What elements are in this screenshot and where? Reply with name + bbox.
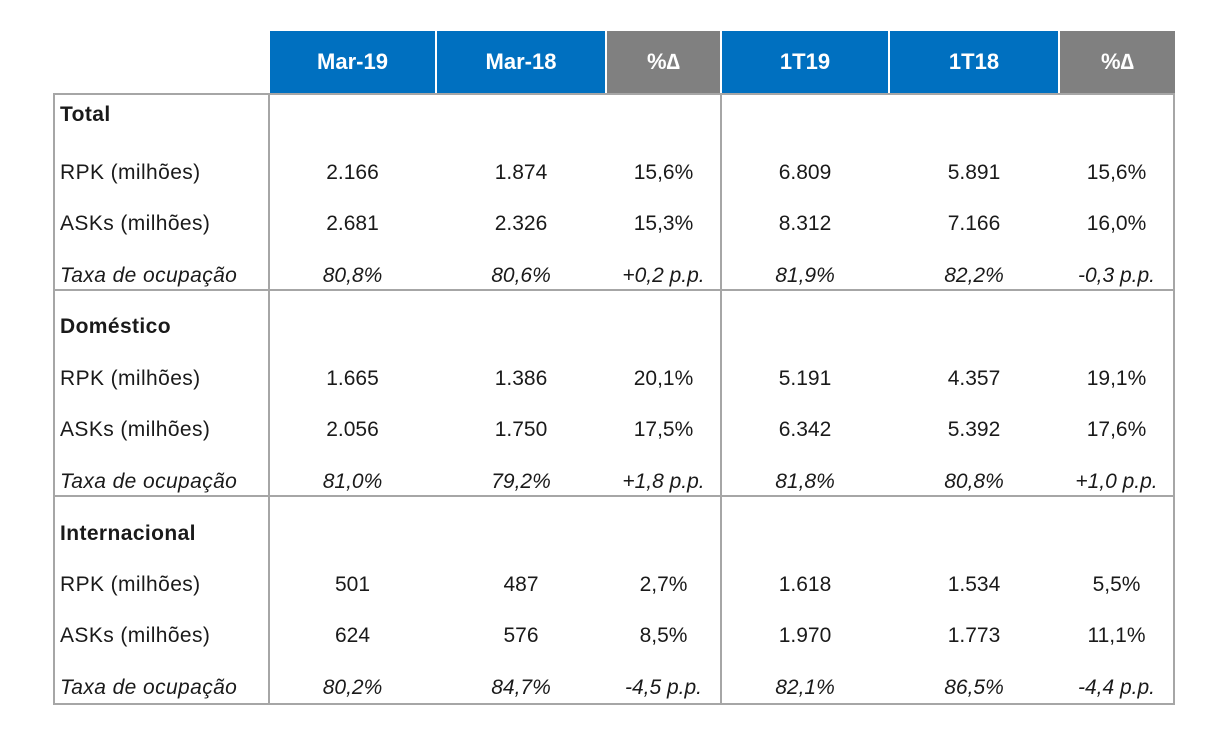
cell-1t19: 6.342 xyxy=(778,418,832,441)
header-mar-19: Mar-19 xyxy=(270,31,435,93)
cell-1t18: 86,5% xyxy=(944,676,1004,699)
table-frame xyxy=(53,93,1175,705)
table-row: ASKs (milhões) 2.056 1.750 17,5% 6.342 5… xyxy=(0,415,1215,445)
cell-pct-quarter: 11,1% xyxy=(1087,624,1146,647)
cell-1t18: 80,8% xyxy=(944,470,1004,493)
row-label: RPK (milhões) xyxy=(60,367,201,390)
cell-mar-19: 80,2% xyxy=(322,676,383,699)
table-row: Taxa de ocupação 80,2% 84,7% -4,5 p.p. 8… xyxy=(0,673,1215,703)
table-row: RPK (milhões) 1.665 1.386 20,1% 5.191 4.… xyxy=(0,364,1215,394)
cell-mar-19: 1.665 xyxy=(326,367,379,390)
section-title-internacional: Internacional xyxy=(60,522,196,545)
divider-quarter-group xyxy=(720,93,722,705)
divider-after-total xyxy=(53,289,1175,291)
cell-1t18: 1.773 xyxy=(947,624,1001,647)
header-1t19: 1T19 xyxy=(722,31,888,93)
header-mar-18: Mar-18 xyxy=(437,31,605,93)
cell-pct-month: 2,7% xyxy=(639,573,688,596)
header-1t18: 1T18 xyxy=(890,31,1058,93)
cell-mar-18: 84,7% xyxy=(491,676,551,699)
cell-1t18: 1.534 xyxy=(947,573,1001,596)
cell-1t19: 81,9% xyxy=(775,264,835,287)
cell-pct-quarter: 15,6% xyxy=(1086,161,1147,184)
cell-1t18: 5.891 xyxy=(947,161,1001,184)
cell-pct-month: +1,8 p.p. xyxy=(622,470,705,493)
cell-pct-quarter: +1,0 p.p. xyxy=(1075,470,1158,493)
header-pct-change-month: %∆ xyxy=(607,31,720,93)
section-title-domestico-row: Doméstico xyxy=(0,312,1215,342)
table-row: RPK (milhões) 501 487 2,7% 1.618 1.534 5… xyxy=(0,570,1215,600)
cell-1t18: 4.357 xyxy=(947,367,1001,390)
cell-1t19: 6.809 xyxy=(778,161,832,184)
cell-mar-19: 624 xyxy=(334,624,371,647)
cell-pct-quarter: -0,3 p.p. xyxy=(1077,264,1156,287)
row-label: Taxa de ocupação xyxy=(60,676,238,699)
cell-mar-18: 576 xyxy=(503,624,539,647)
row-label: Taxa de ocupação xyxy=(60,264,238,287)
section-title-internacional-row: Internacional xyxy=(0,519,1215,549)
cell-pct-month: 17,5% xyxy=(633,418,694,441)
table-row: ASKs (milhões) 624 576 8,5% 1.970 1.773 … xyxy=(0,621,1215,651)
table-row: Taxa de ocupação 81,0% 79,2% +1,8 p.p. 8… xyxy=(0,467,1215,497)
table-row: ASKs (milhões) 2.681 2.326 15,3% 8.312 7… xyxy=(0,209,1215,239)
cell-1t19: 1.618 xyxy=(778,573,832,596)
section-title-domestico: Doméstico xyxy=(60,315,171,338)
table-row: RPK (milhões) 2.166 1.874 15,6% 6.809 5.… xyxy=(0,158,1215,188)
cell-mar-19: 2.166 xyxy=(326,161,379,184)
cell-mar-18: 1.750 xyxy=(494,418,548,441)
cell-mar-18: 487 xyxy=(503,573,539,596)
cell-1t19: 82,1% xyxy=(775,676,835,699)
cell-mar-19: 501 xyxy=(334,573,371,596)
cell-pct-month: 20,1% xyxy=(633,367,694,390)
cell-pct-quarter: 19,1% xyxy=(1086,367,1147,390)
cell-mar-18: 2.326 xyxy=(494,212,548,235)
cell-pct-quarter: -4,4 p.p. xyxy=(1077,676,1156,699)
divider-label-col xyxy=(268,93,270,705)
row-label: Taxa de ocupação xyxy=(60,470,238,493)
cell-pct-quarter: 17,6% xyxy=(1086,418,1147,441)
cell-mar-19: 81,0% xyxy=(322,470,383,493)
section-title-total-row: Total xyxy=(0,100,1215,130)
section-title-total: Total xyxy=(60,103,111,126)
cell-pct-month: -4,5 p.p. xyxy=(624,676,703,699)
cell-mar-18: 1.386 xyxy=(494,367,548,390)
cell-pct-month: 8,5% xyxy=(639,624,688,647)
table-row: Taxa de ocupação 80,8% 80,6% +0,2 p.p. 8… xyxy=(0,261,1215,291)
cell-pct-quarter: 16,0% xyxy=(1086,212,1147,235)
row-label: RPK (milhões) xyxy=(60,161,201,184)
row-label: RPK (milhões) xyxy=(60,573,201,596)
cell-1t19: 5.191 xyxy=(778,367,832,390)
cell-pct-month: 15,6% xyxy=(633,161,694,184)
cell-1t18: 82,2% xyxy=(944,264,1004,287)
cell-mar-19: 2.681 xyxy=(326,212,379,235)
cell-mar-18: 80,6% xyxy=(491,264,551,287)
row-label: ASKs (milhões) xyxy=(60,624,211,647)
cell-1t19: 81,8% xyxy=(775,470,835,493)
cell-1t18: 5.392 xyxy=(947,418,1001,441)
divider-after-domestico xyxy=(53,495,1175,497)
cell-1t19: 8.312 xyxy=(778,212,832,235)
cell-pct-month: 15,3% xyxy=(633,212,694,235)
cell-mar-19: 2.056 xyxy=(326,418,379,441)
header-pct-change-quarter: %∆ xyxy=(1060,31,1175,93)
cell-pct-quarter: 5,5% xyxy=(1092,573,1141,596)
row-label: ASKs (milhões) xyxy=(60,212,211,235)
row-label: ASKs (milhões) xyxy=(60,418,211,441)
cell-1t19: 1.970 xyxy=(778,624,832,647)
cell-mar-18: 1.874 xyxy=(494,161,548,184)
cell-pct-month: +0,2 p.p. xyxy=(622,264,705,287)
cell-1t18: 7.166 xyxy=(947,212,1001,235)
cell-mar-19: 80,8% xyxy=(322,264,383,287)
cell-mar-18: 79,2% xyxy=(491,470,551,493)
